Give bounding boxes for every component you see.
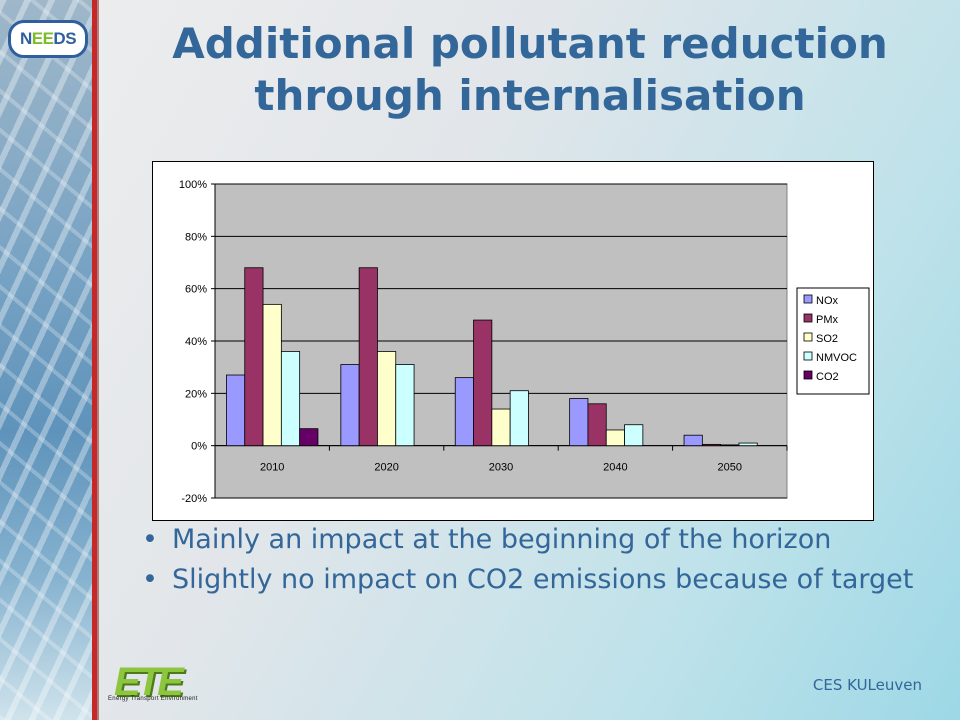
bullet-text: Mainly an impact at the beginning of the… xyxy=(172,524,832,555)
legend-swatch xyxy=(803,313,813,323)
y-tick-label: 20% xyxy=(185,388,207,400)
y-tick-label: 60% xyxy=(185,284,207,296)
red-divider xyxy=(92,0,97,720)
bar-so2-2050 xyxy=(720,444,740,447)
bullet-dot-icon: • xyxy=(142,524,158,555)
bar-nmvoc-2050 xyxy=(738,442,758,447)
divider-shadow xyxy=(97,0,99,720)
decorative-side-strip xyxy=(0,0,92,720)
slide-title: Additional pollutant reduction through i… xyxy=(172,19,888,120)
chart-container: -20% 0% 20% 40% 60% 80% 100% 2010 2020 2030 2040 20… xyxy=(152,161,874,521)
legend-label: NOx xyxy=(816,295,839,307)
bar-so2-2040 xyxy=(605,429,625,447)
x-tick-label: 2020 xyxy=(374,462,398,474)
bullet-item: • Mainly an impact at the beginning of t… xyxy=(138,524,928,556)
bar-pmx-2030 xyxy=(473,319,493,447)
y-tick-label: 100% xyxy=(179,179,207,191)
legend-swatch xyxy=(803,332,813,342)
y-tick-label: 0% xyxy=(191,441,207,453)
ete-logo-subtitle: Energy Transport Environment xyxy=(108,696,198,702)
x-tick-label: 2030 xyxy=(489,462,513,474)
legend-swatch xyxy=(803,294,813,304)
y-tick-label: -20% xyxy=(181,493,207,505)
bullet-text: Slightly no impact on CO2 emissions beca… xyxy=(172,564,914,595)
x-tick-label: 2010 xyxy=(260,462,284,474)
bar-nox-2030 xyxy=(454,377,474,447)
legend-label: NMVOC xyxy=(816,352,857,364)
bar-co2-2010 xyxy=(299,428,319,447)
bar-nmvoc-2020 xyxy=(395,364,415,447)
bullet-list: • Mainly an impact at the beginning of t… xyxy=(138,524,928,604)
legend-label: CO2 xyxy=(816,371,839,383)
bar-nmvoc-2030 xyxy=(509,390,529,447)
bar-nmvoc-2010 xyxy=(280,351,301,447)
bar-nox-2020 xyxy=(340,364,360,447)
legend-label: SO2 xyxy=(816,333,838,345)
ete-logo: ETE Energy Transport Environment xyxy=(108,660,218,710)
bar-chart: -20% 0% 20% 40% 60% 80% 100% 2010 2020 2030 2040 20… xyxy=(179,179,870,505)
bar-so2-2010 xyxy=(262,303,282,447)
legend-label: PMx xyxy=(816,314,839,326)
x-tick-label: 2050 xyxy=(718,462,742,474)
x-tick-label: 2040 xyxy=(603,462,627,474)
bullet-dot-icon: • xyxy=(142,564,158,595)
bar-pmx-2010 xyxy=(244,267,264,447)
y-tick-label: 80% xyxy=(185,231,207,243)
legend-swatch xyxy=(803,351,813,361)
needs-logo: NEEDS xyxy=(8,20,88,58)
bar-pmx-2020 xyxy=(358,267,378,447)
bar-pmx-2050 xyxy=(701,443,722,447)
bar-nmvoc-2040 xyxy=(624,424,644,447)
bullet-item: • Slightly no impact on CO2 emissions be… xyxy=(138,564,928,596)
bar-nox-2040 xyxy=(569,398,589,447)
legend-swatch xyxy=(803,370,813,380)
y-tick-label: 40% xyxy=(185,336,207,348)
bar-so2-2020 xyxy=(377,351,397,447)
bar-nox-2010 xyxy=(226,374,246,447)
bar-nox-2050 xyxy=(683,434,703,447)
ete-logo-letters: ETE xyxy=(114,660,184,704)
bar-so2-2030 xyxy=(491,408,511,447)
footer-credit: CES KULeuven xyxy=(812,676,922,694)
bar-pmx-2040 xyxy=(587,403,607,447)
